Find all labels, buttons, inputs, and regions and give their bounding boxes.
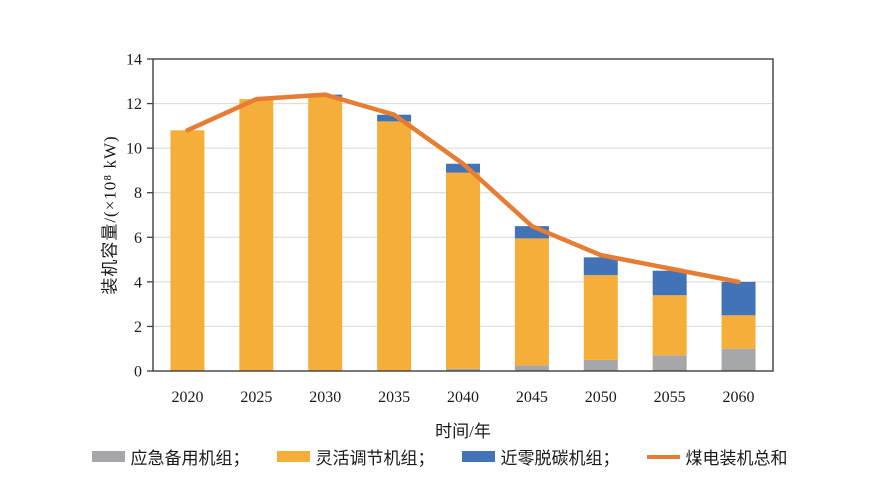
bar-segment-2020 (170, 130, 205, 371)
legend-color-swatch (91, 451, 125, 462)
bar-segment-2050 (583, 257, 618, 276)
legend-line-swatch (646, 454, 680, 459)
x-tick-label: 2055 (654, 389, 686, 406)
bar-segment-2060 (721, 281, 756, 316)
y-tick-label: 0 (134, 364, 142, 381)
bar-segment-2060 (721, 315, 756, 349)
bar-series (170, 94, 756, 372)
bar-segment-2050 (583, 359, 618, 371)
bar-segment-2055 (652, 270, 687, 296)
plot-border (152, 58, 774, 372)
bar-segment-2040 (446, 163, 480, 173)
legend-item-1: 灵活调节机组； (276, 444, 435, 469)
x-tick-label: 2030 (309, 389, 341, 406)
x-axis-labels: 2020 2025 2030 2035 2040 2045 2050 2055 2060 (171, 389, 754, 406)
bar-segment-2060 (721, 348, 756, 371)
legend-item-3: 煤电装机总和 (646, 444, 788, 469)
y-tick-label: 6 (134, 230, 142, 247)
total-line (185, 92, 741, 285)
bar-segment-2035 (377, 121, 412, 372)
bar-segment-2040 (446, 172, 480, 369)
y-tick-label: 4 (134, 274, 142, 291)
y-tick-label: 8 (134, 185, 142, 202)
y-tick-label: 12 (126, 96, 142, 113)
bar-segment-2040 (446, 368, 480, 371)
bar-segment-2030 (308, 96, 343, 371)
x-tick-label: 2045 (516, 389, 548, 406)
legend-item-0: 应急备用机组； (91, 444, 250, 469)
x-tick-label: 2050 (585, 389, 617, 406)
legend-color-swatch (461, 451, 495, 462)
x-tick-label: 2020 (171, 389, 203, 406)
bar-segment-2055 (652, 295, 687, 356)
x-tick-label: 2060 (723, 389, 755, 406)
legend-item-2: 近零脱碳机组； (461, 444, 620, 469)
bar-segment-2055 (652, 355, 687, 371)
legend-color-swatch (276, 451, 310, 462)
bar-segment-2050 (583, 275, 618, 360)
x-tick-label: 2035 (378, 389, 410, 406)
y-axis-title: 装机容量/(×10⁸ kW) (100, 135, 120, 295)
legend-label: 煤电装机总和 (685, 449, 788, 468)
y-tick-label: 14 (126, 52, 142, 69)
legend-label: 近零脱碳机组； (500, 449, 620, 468)
y-tick-label: 10 (126, 141, 142, 158)
legend-label: 应急备用机组； (130, 449, 250, 468)
x-tick-label: 2040 (447, 389, 479, 406)
x-axis-title: 时间/年 (435, 422, 491, 441)
y-tick-label: 2 (134, 319, 142, 336)
legend-label: 灵活调节机组； (315, 449, 435, 468)
bar-segment-2035 (377, 114, 412, 122)
chart-legend: 应急备用机组； 灵活调节机组； 近零脱碳机组； 煤电装机总和 (0, 444, 879, 469)
bar-segment-2045 (514, 365, 549, 371)
y-axis-ticks: 0 2 4 6 8 10 12 14 (126, 52, 153, 381)
bar-segment-2045 (514, 238, 549, 366)
x-tick-label: 2025 (240, 389, 272, 406)
bar-segment-2025 (239, 99, 274, 371)
